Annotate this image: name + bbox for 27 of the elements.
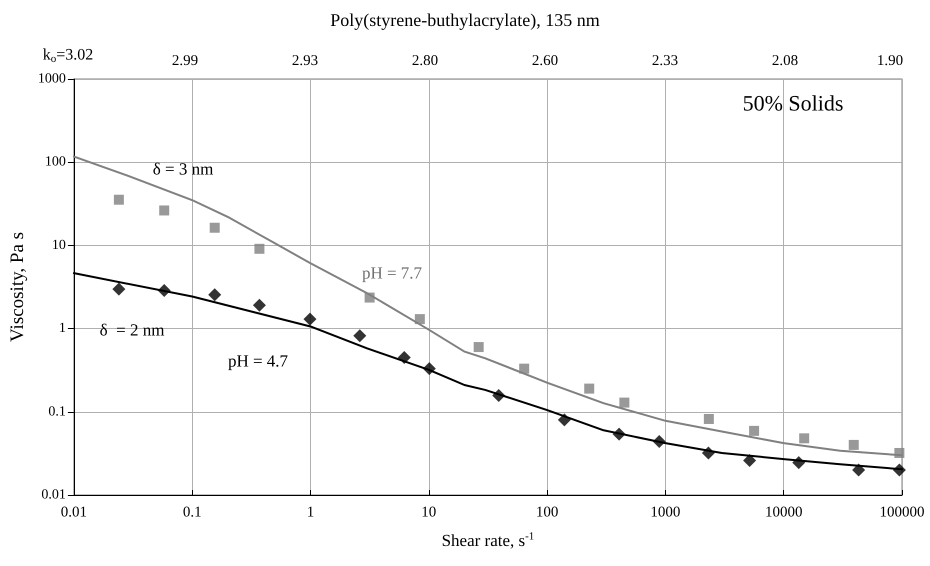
- chart-title: Poly(styrene-buthylacrylate), 135 nm: [330, 10, 600, 30]
- text: 2.99: [172, 53, 198, 69]
- text: 2.08: [772, 53, 798, 69]
- y-tick-label: 0.01: [41, 488, 66, 502]
- y-tick-label: 1000: [38, 72, 66, 86]
- annotation: δ = 3 nm: [152, 160, 214, 178]
- annotation: 50% Solids: [742, 90, 844, 116]
- x-tick-label: 100000: [880, 504, 924, 520]
- text: 2.80: [412, 53, 438, 69]
- x-tick-label: 1000: [650, 504, 680, 520]
- x-tick-label: 10: [421, 504, 436, 520]
- x-tick-label: 100: [536, 504, 558, 520]
- x-tick-label: 0.1: [182, 504, 202, 520]
- text: 1.90: [876, 53, 904, 69]
- y-axis-title: Viscosity, Pa s: [7, 232, 28, 342]
- y-tick-label: 100: [44, 154, 66, 170]
- annotation: pH = 7.7: [362, 264, 423, 282]
- text: 2.60: [532, 53, 558, 69]
- annotation: δ = 2 nm: [100, 320, 164, 340]
- y-tick-label: 10: [52, 238, 66, 253]
- x-tick-label: 10000: [764, 504, 802, 520]
- y-tick-label: 1: [58, 321, 66, 336]
- text: 2.93: [292, 53, 318, 69]
- text: 2.33: [652, 53, 678, 69]
- x-tick-label: 1: [306, 504, 314, 520]
- y-tick-label: 0.1: [48, 404, 66, 420]
- annotation: pH = 4.7: [228, 352, 289, 370]
